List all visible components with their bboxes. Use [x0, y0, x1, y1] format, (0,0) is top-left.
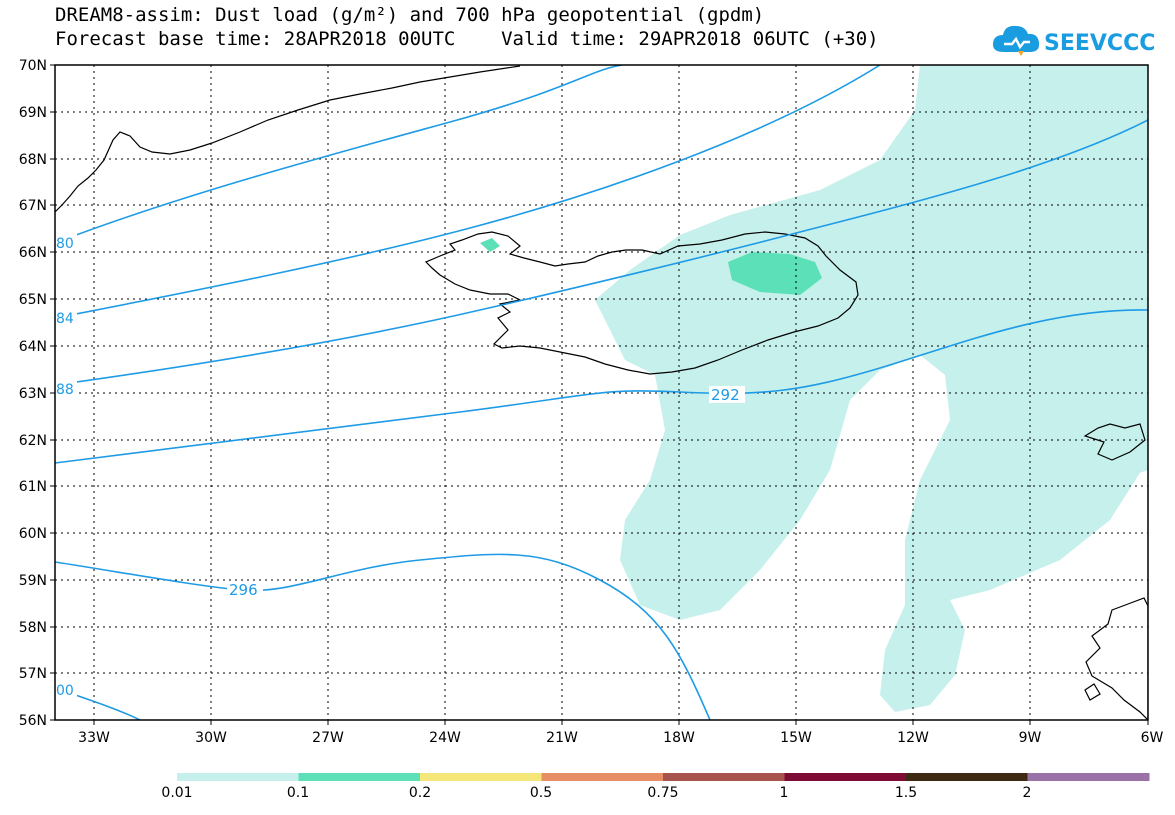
- map-plot-area: 80 84 88 292 296 00: [55, 65, 1148, 720]
- geopotential-contours: [55, 65, 1148, 720]
- lat-label: 63N: [19, 386, 47, 402]
- coastline-faroe: [1083, 423, 1146, 461]
- colorbar-swatch: [541, 773, 664, 781]
- contour-labels: 80 84 88 292 296 00: [55, 234, 745, 699]
- longitude-labels: 33W 30W 27W 24W 21W 18W 15W 12W 9W 6W: [78, 730, 1163, 746]
- coastline-hebrides: [1084, 683, 1101, 701]
- coastline-greenland: [55, 65, 521, 213]
- lon-label: 6W: [1141, 730, 1164, 746]
- latitude-labels: 70N 69N 68N 67N 66N 65N 64N 63N 62N 61N …: [19, 58, 47, 729]
- colorbar-swatch: [420, 773, 542, 781]
- contour-label-288: 88: [56, 382, 74, 398]
- lon-label: 27W: [312, 730, 344, 746]
- colorbar-labels: 0.01 0.1 0.2 0.5 0.75 1 1.5 2: [161, 785, 1031, 801]
- colorbar-label: 1.5: [895, 785, 917, 801]
- lon-label: 30W: [195, 730, 227, 746]
- lat-label: 68N: [19, 152, 47, 168]
- lat-label: 57N: [19, 666, 47, 682]
- lat-label: 64N: [19, 339, 47, 355]
- colorbar-label: 0.2: [409, 785, 431, 801]
- lon-label: 21W: [546, 730, 578, 746]
- colorbar-swatches: [177, 773, 1150, 781]
- lat-label: 69N: [19, 105, 47, 121]
- contour-288: [55, 119, 1148, 386]
- colorbar-swatch: [784, 773, 907, 781]
- contour-280: [55, 65, 623, 244]
- colorbar-label: 0.5: [530, 785, 552, 801]
- coastlines: [55, 65, 1148, 720]
- lon-label: 15W: [780, 730, 812, 746]
- contour-label-296: 296: [229, 581, 258, 599]
- lon-label: 33W: [78, 730, 110, 746]
- colorbar-label: 1: [780, 785, 789, 801]
- colorbar-label: 0.1: [287, 785, 309, 801]
- lon-label: 12W: [897, 730, 929, 746]
- lat-label: 66N: [19, 245, 47, 261]
- dust-area-light: [595, 65, 1148, 712]
- cloud-icon: [992, 25, 1040, 56]
- colorbar-swatch: [177, 773, 299, 781]
- colorbar-swatch: [906, 773, 1028, 781]
- coastline-scotland: [1085, 597, 1148, 720]
- colorbar-label: 2: [1023, 785, 1032, 801]
- contour-label-300: 00: [56, 683, 74, 699]
- lat-label: 56N: [19, 713, 47, 729]
- lon-label: 18W: [663, 730, 695, 746]
- lat-label: 62N: [19, 433, 47, 449]
- colorbar-swatch: [1027, 773, 1150, 781]
- lon-label: 9W: [1019, 730, 1042, 746]
- colorbar-swatch: [298, 773, 421, 781]
- contour-label-292: 292: [711, 386, 740, 404]
- lat-label: 60N: [19, 526, 47, 542]
- contour-284: [55, 65, 881, 319]
- coastline-iceland: [424, 231, 859, 375]
- dust-area-lower-right: [1100, 420, 1148, 480]
- dust-area-medium: [728, 252, 822, 295]
- lat-label: 65N: [19, 292, 47, 308]
- contour-label-280: 80: [56, 236, 74, 252]
- tick-marks: [50, 64, 1149, 725]
- map-title: DREAM8-assim: Dust load (g/m²) and 700 h…: [55, 4, 765, 26]
- lat-label: 67N: [19, 198, 47, 214]
- seevccc-logo: SEEVCCC: [992, 25, 1155, 56]
- lon-label: 24W: [429, 730, 461, 746]
- lat-label: 59N: [19, 573, 47, 589]
- contour-296: [55, 553, 711, 720]
- colorbar-label: 0.75: [647, 785, 678, 801]
- logo-text: SEEVCCC: [1044, 31, 1155, 56]
- contour-label-284: 84: [56, 311, 74, 327]
- lat-label: 61N: [19, 479, 47, 495]
- colorbar-label: 0.01: [161, 785, 192, 801]
- lat-label: 70N: [19, 58, 47, 74]
- dust-area-medium-west: [480, 238, 500, 252]
- contour-292: [55, 309, 1148, 464]
- colorbar: 0.01 0.1 0.2 0.5 0.75 1 1.5 2: [161, 773, 1150, 801]
- lat-label: 58N: [19, 620, 47, 636]
- colorbar-swatch: [663, 773, 785, 781]
- map-subtitle: Forecast base time: 28APR2018 00UTC Vali…: [55, 28, 879, 50]
